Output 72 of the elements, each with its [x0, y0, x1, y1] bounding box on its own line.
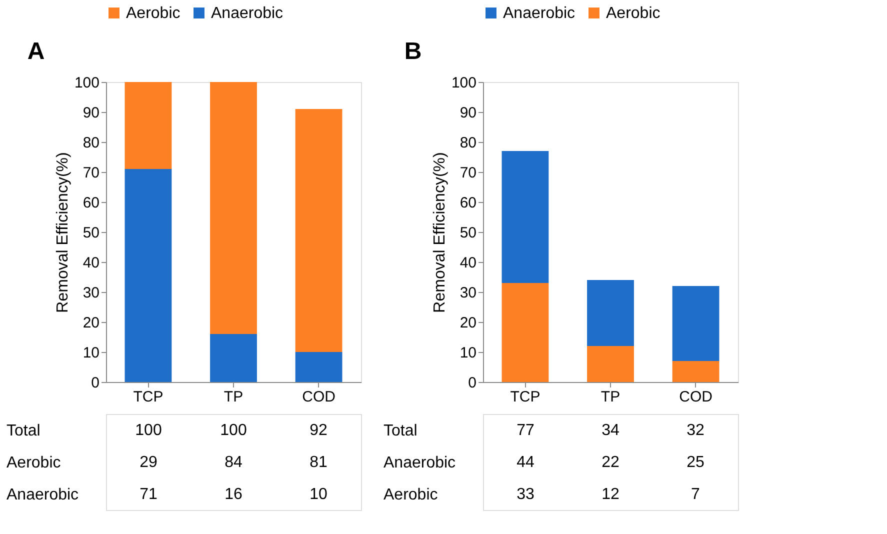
bar	[502, 283, 549, 382]
y-tick-label: 90	[460, 104, 476, 122]
total-label: 100	[220, 422, 247, 439]
y-tick-label: 60	[82, 194, 100, 212]
bar	[295, 352, 342, 382]
bar	[295, 109, 342, 352]
y-tick-label: 0	[468, 374, 476, 392]
y-tick-label: 40	[82, 254, 100, 272]
text: Aerobic	[6, 454, 61, 472]
data-label: 7	[691, 486, 700, 503]
bar	[210, 334, 257, 382]
data-label: 12	[602, 486, 620, 503]
y-tick-label: 30	[460, 284, 476, 302]
text: Anaerobic	[6, 486, 79, 504]
y-tick-label: 10	[82, 344, 100, 362]
y-tick-label: 100	[74, 74, 100, 92]
y-tick-label: 10	[460, 344, 476, 362]
total-label: 34	[602, 422, 620, 439]
x-tick-label: COD	[679, 388, 713, 406]
data-label: 10	[310, 486, 328, 503]
bar	[672, 286, 720, 361]
y-tick-label: 20	[82, 314, 100, 332]
data-label: 16	[224, 486, 242, 503]
text: Total	[384, 422, 418, 440]
y-tick-label: 30	[82, 284, 100, 302]
data-label: 22	[602, 454, 620, 471]
y-axis-title: Removal Efficiency(%)	[54, 152, 72, 313]
y-tick-label: 90	[82, 104, 100, 122]
y-tick-label: 70	[82, 164, 100, 182]
y-tick-label: 20	[460, 314, 476, 332]
x-tick-label: TCP	[510, 388, 540, 406]
text: A	[27, 38, 45, 65]
y-tick-label: 70	[460, 164, 476, 182]
data-label: 33	[516, 486, 534, 503]
data-label: 44	[516, 454, 534, 471]
total-label: 92	[310, 422, 328, 439]
y-axis-title: Removal Efficiency(%)	[431, 152, 448, 313]
bar	[210, 82, 257, 334]
legend-label: Aerobic	[126, 5, 180, 22]
legend-label: Aerobic	[606, 5, 660, 22]
bar	[672, 361, 720, 382]
y-tick-label: 40	[460, 254, 476, 272]
text: Total	[6, 422, 40, 440]
data-label: 25	[686, 454, 704, 471]
x-tick-label: TP	[224, 388, 244, 406]
data-label: 71	[140, 486, 158, 503]
bar	[124, 82, 172, 169]
y-tick-label: 0	[91, 374, 100, 392]
data-label: 84	[224, 454, 242, 471]
y-tick-label: 80	[82, 134, 100, 152]
y-tick-label: 100	[451, 74, 476, 92]
text: Aerobic	[384, 486, 438, 504]
total-label: 77	[516, 422, 534, 439]
x-tick-label: TCP	[133, 388, 164, 406]
x-tick-label: TP	[600, 388, 620, 406]
bar	[124, 169, 172, 382]
y-tick-label: 50	[82, 224, 100, 242]
text: B	[404, 38, 422, 65]
y-tick-label: 50	[460, 224, 476, 242]
legend-label: Anaerobic	[211, 5, 284, 22]
bar	[587, 346, 634, 382]
y-tick-label: 60	[460, 194, 476, 212]
data-label: 29	[140, 454, 158, 471]
y-tick-label: 80	[460, 134, 476, 152]
x-tick-label: COD	[302, 388, 336, 406]
bar	[502, 151, 549, 283]
legend-label: Anaerobic	[503, 5, 576, 22]
total-label: 32	[686, 422, 704, 439]
text: Anaerobic	[384, 454, 456, 472]
data-label: 81	[310, 454, 328, 471]
total-label: 100	[135, 422, 162, 439]
bar	[587, 280, 634, 346]
